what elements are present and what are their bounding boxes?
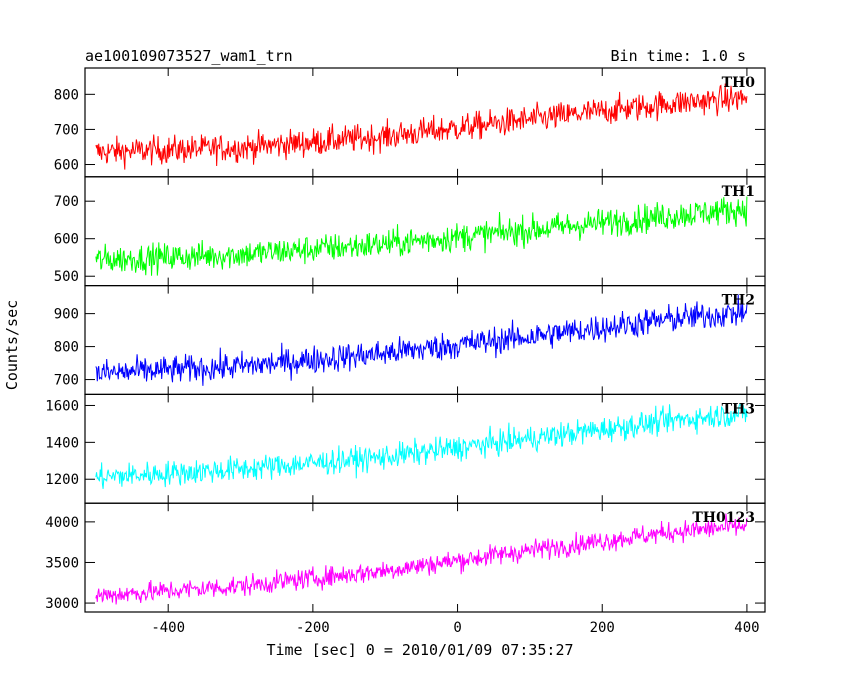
x-tick-label: 400 [734,620,759,636]
y-tick-label-th0123: 3500 [45,555,79,571]
series-line-th2 [95,294,748,386]
y-tick-label-th2: 900 [54,307,79,323]
series-line-th3 [95,403,748,489]
y-axis-label: Counts/sec [3,300,21,390]
series-line-th0123 [95,513,748,605]
panel-label-th0: TH0 [722,75,756,91]
y-tick-label-th0123: 3000 [45,596,79,612]
panel-frame-th1 [84,176,766,287]
y-tick-label-th3: 1600 [45,398,79,414]
y-tick-label-th0: 800 [54,87,79,103]
panel-label-th3: TH3 [722,401,755,417]
y-tick-label-th1: 500 [54,269,79,285]
y-tick-label-th0: 600 [54,158,79,174]
panel-label-th1: TH1 [722,184,755,200]
x-tick-label: -400 [151,620,185,636]
panel-frame-th0123 [84,502,766,613]
y-tick-label-th3: 1400 [45,435,79,451]
y-tick-label-th3: 1200 [45,472,79,488]
panels-group: 600 700 800 TH0 500 600 700 TH1 700 800 900 TH2 1200… [45,67,766,636]
series-line-th0 [95,83,748,170]
y-tick-label-th2: 700 [54,373,79,389]
y-tick-label-th0: 700 [54,122,79,138]
y-tick-label-th0123: 4000 [45,515,79,531]
x-tick-label: -200 [296,620,330,636]
panel-frame-th0 [84,67,766,178]
series-line-th1 [95,196,748,276]
x-tick-label: 0 [453,620,461,636]
x-axis-label: Time [sec] 0 = 2010/01/09 07:35:27 [266,641,573,659]
y-tick-label-th1: 600 [54,232,79,248]
x-tick-label: 200 [590,620,615,636]
y-tick-label-th2: 800 [54,340,79,356]
y-tick-label-th1: 700 [54,194,79,210]
bin-time-annotation: Bin time: 1.0 s [611,47,746,65]
panel-label-th2: TH2 [722,293,755,309]
panel-frame-th2 [84,285,766,396]
chart-title: ae100109073527_wam1_trn [85,47,293,65]
panel-label-th0123: TH0123 [692,510,755,526]
